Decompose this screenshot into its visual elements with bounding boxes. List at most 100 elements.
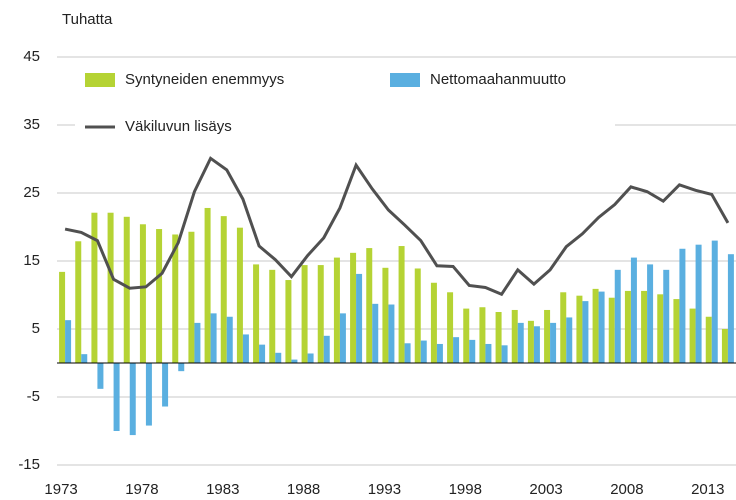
bar: [285, 280, 292, 363]
x-tick-label: 2013: [691, 481, 724, 498]
bar: [727, 254, 734, 363]
y-tick-label: 5: [32, 320, 40, 337]
bar: [172, 234, 179, 363]
x-tick-label: 1978: [125, 481, 158, 498]
bar: [614, 269, 621, 363]
x-tick-label: 1983: [206, 481, 239, 498]
y-tick-label: -15: [18, 456, 40, 473]
bar: [162, 363, 169, 407]
y-tick-label: -5: [27, 388, 40, 405]
bar: [301, 265, 308, 363]
bar: [453, 337, 460, 363]
bar: [576, 295, 583, 363]
bar: [139, 224, 146, 363]
bar: [269, 269, 276, 363]
bar: [447, 292, 454, 363]
bar: [463, 308, 470, 363]
bar: [511, 309, 518, 363]
bar: [679, 248, 686, 363]
bar: [527, 320, 534, 363]
bar: [210, 313, 217, 363]
x-tick-label: 1998: [449, 481, 482, 498]
bar: [469, 339, 476, 363]
bar: [188, 231, 195, 363]
bar: [220, 216, 227, 363]
bar: [495, 312, 502, 363]
bar: [123, 216, 130, 363]
bar: [275, 352, 282, 363]
bar: [388, 304, 395, 363]
bar: [517, 322, 524, 363]
bar: [366, 248, 373, 363]
legend-box: [75, 62, 615, 142]
bar: [705, 316, 712, 363]
bar: [436, 343, 443, 363]
bar: [430, 282, 437, 363]
bar: [501, 345, 508, 363]
bar: [97, 363, 104, 389]
bar: [91, 212, 98, 363]
bar: [485, 343, 492, 363]
legend-label: Nettomaahanmuutto: [430, 71, 566, 88]
bar: [253, 264, 260, 363]
bar: [204, 207, 211, 363]
y-tick-label: 25: [23, 184, 40, 201]
bar: [592, 288, 599, 363]
bar: [317, 265, 324, 363]
bar: [59, 271, 66, 363]
x-tick-label: 1988: [287, 481, 320, 498]
bar: [156, 229, 163, 363]
bar: [350, 252, 357, 363]
bar: [75, 241, 82, 363]
bar: [356, 273, 363, 363]
bar: [404, 343, 411, 363]
y-tick-label: 45: [23, 48, 40, 65]
bar: [711, 240, 718, 363]
line: [64, 156, 730, 297]
x-tick-label: 1993: [368, 481, 401, 498]
bar: [560, 292, 567, 363]
bar: [81, 354, 88, 363]
bar: [721, 329, 728, 363]
bar: [259, 344, 266, 363]
bar: [533, 326, 540, 363]
bar: [226, 316, 233, 363]
bar: [113, 363, 120, 431]
bar: [647, 264, 654, 363]
bar: [566, 317, 573, 363]
bar: [544, 309, 551, 363]
y-axis-label: Tuhatta: [62, 11, 113, 28]
bar: [550, 322, 557, 363]
bar: [582, 301, 589, 363]
legend-swatch: [85, 73, 115, 87]
bar: [414, 268, 421, 363]
bar: [307, 353, 314, 363]
bar: [323, 335, 330, 363]
bar: [382, 267, 389, 363]
bar: [107, 212, 114, 363]
legend-swatch: [390, 73, 420, 87]
bar: [689, 308, 696, 363]
y-tick-label: 15: [23, 252, 40, 269]
bar: [624, 290, 631, 363]
bar: [129, 363, 136, 436]
bar: [291, 359, 298, 363]
bar: [608, 297, 615, 363]
bar: [598, 291, 605, 363]
x-tick-label: 1973: [44, 481, 77, 498]
bar: [673, 299, 680, 363]
x-tick-label: 2003: [529, 481, 562, 498]
bar: [398, 246, 405, 363]
bar: [420, 340, 427, 363]
y-tick-label: 35: [23, 116, 40, 133]
bar: [663, 269, 670, 363]
bar: [657, 294, 664, 363]
bar: [194, 322, 201, 363]
legend-label: Syntyneiden enemmyys: [125, 71, 284, 88]
bar: [333, 257, 340, 363]
legend-label: Väkiluvun lisäys: [125, 118, 232, 135]
bar: [641, 290, 648, 363]
bar: [236, 227, 243, 363]
bar: [630, 257, 637, 363]
